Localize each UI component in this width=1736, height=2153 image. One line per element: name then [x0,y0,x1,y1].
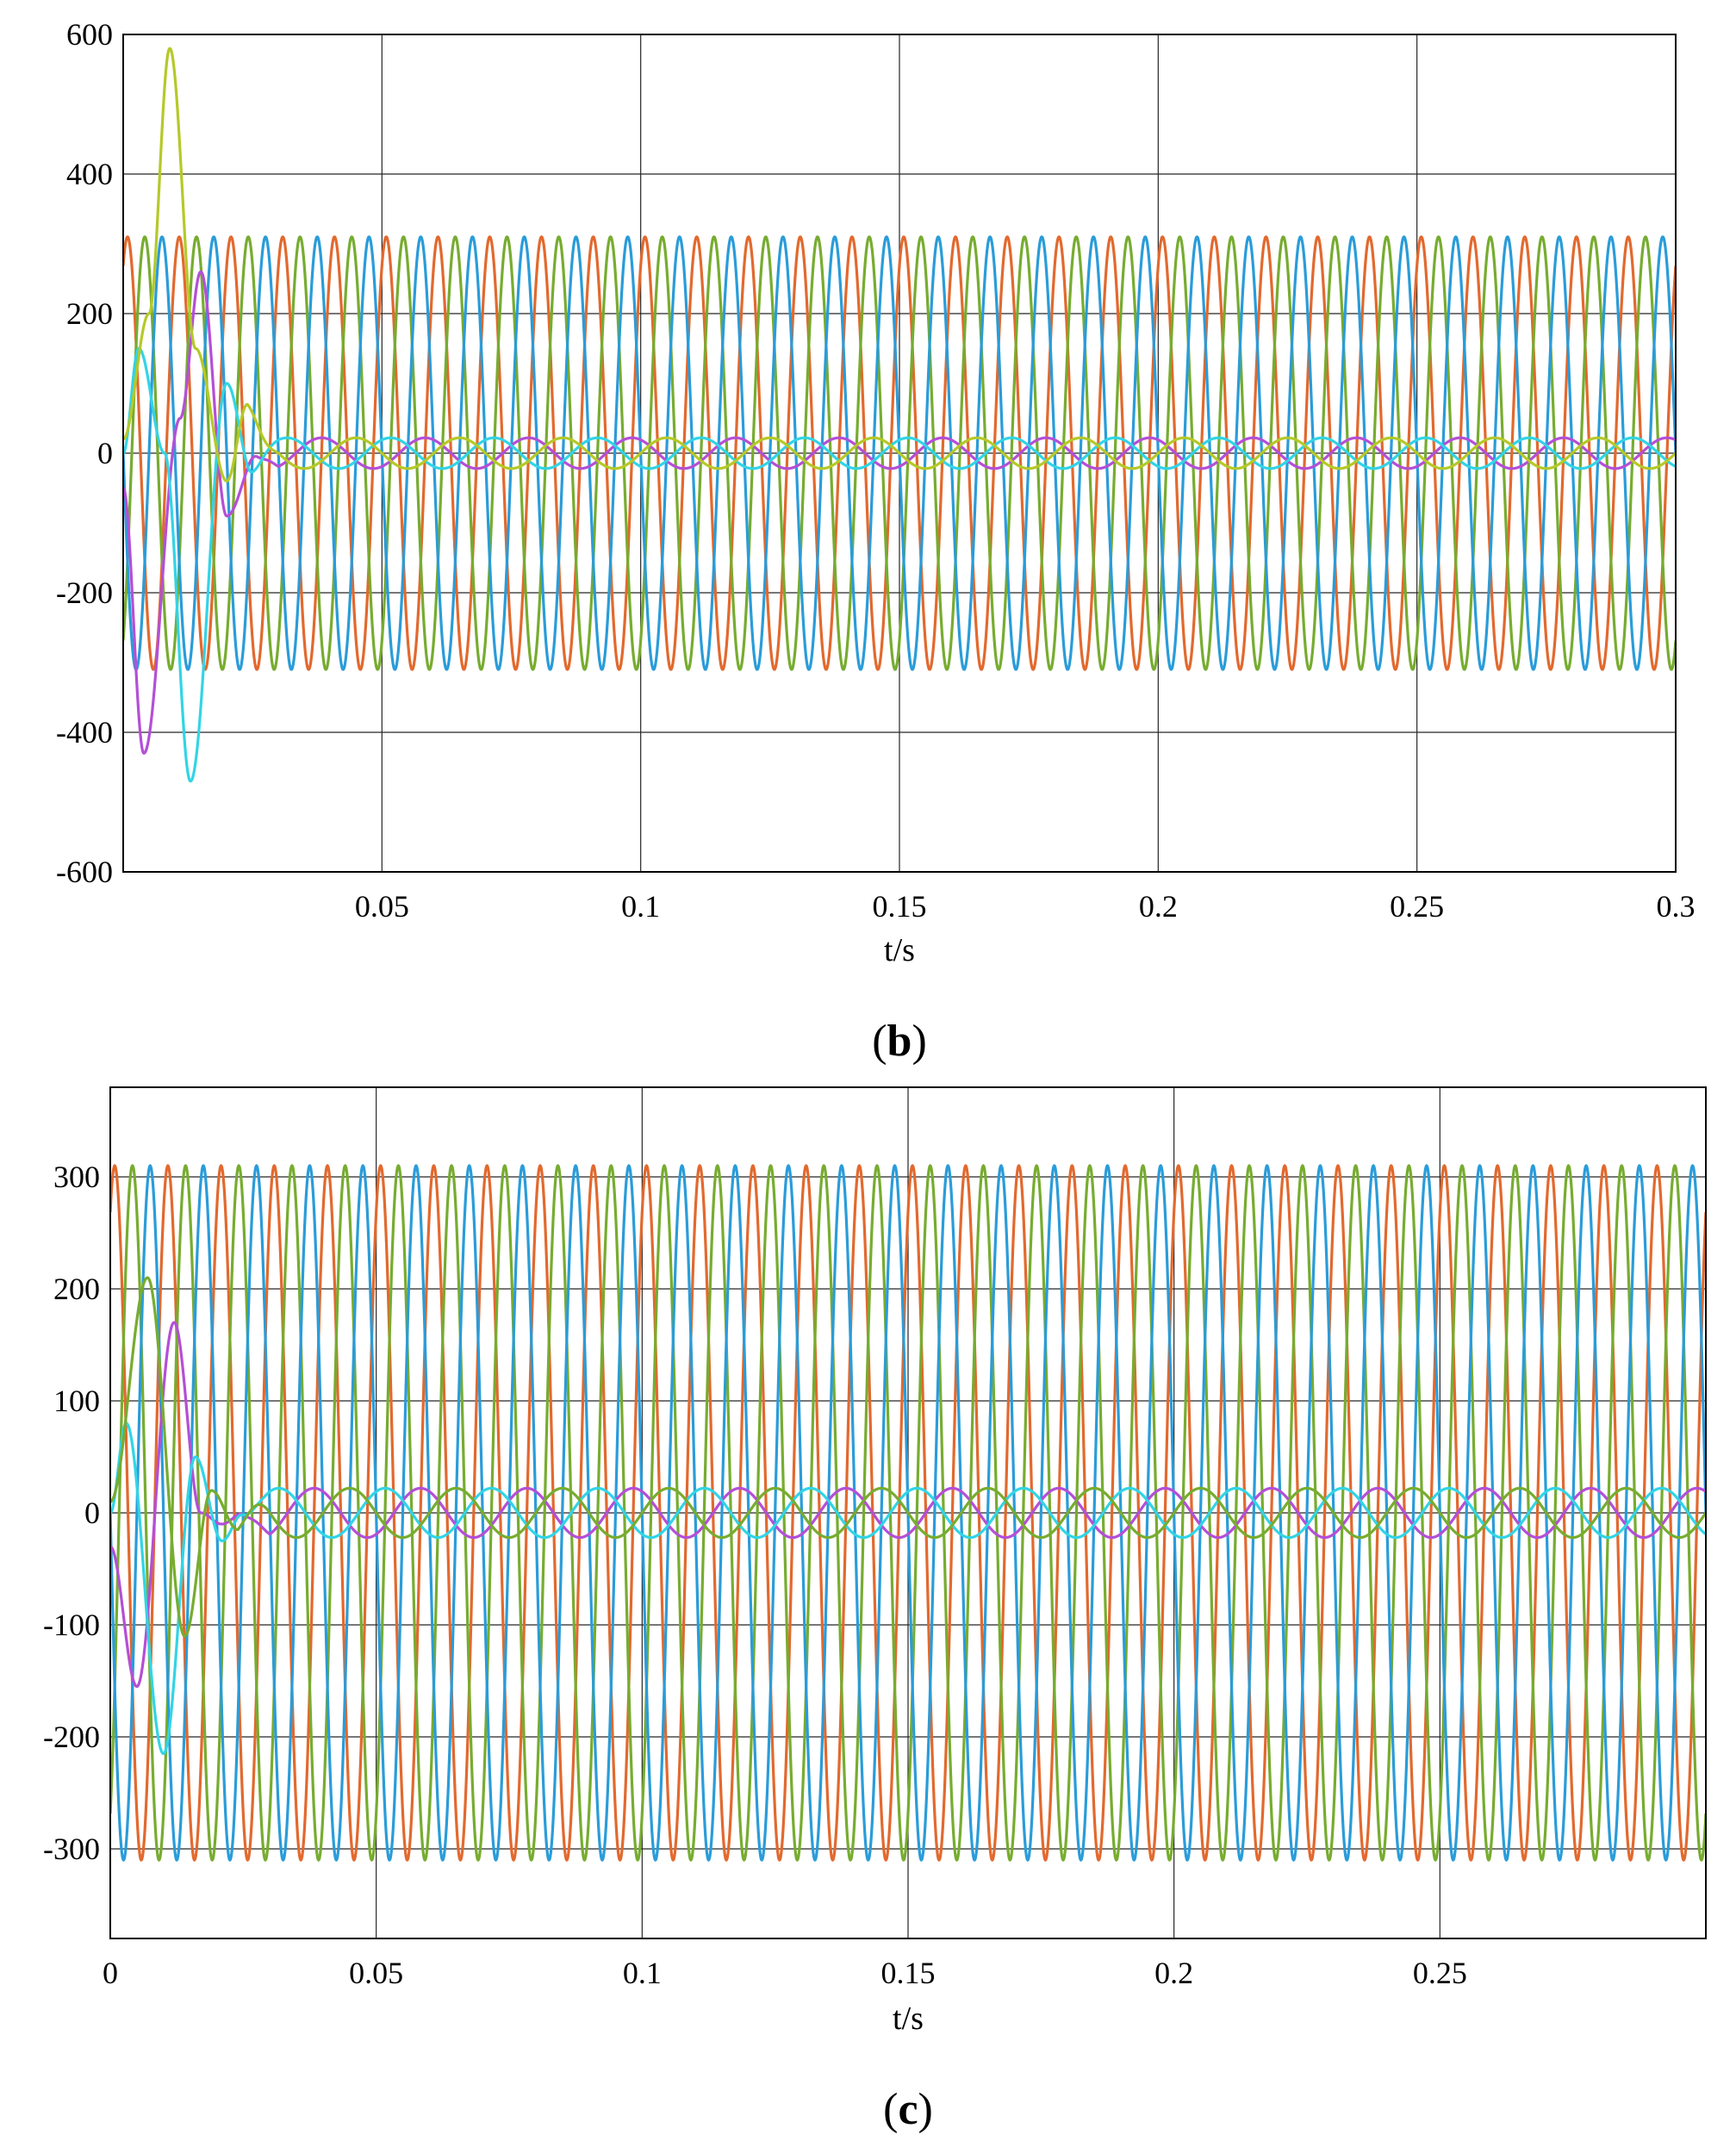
x-tick-label: 0 [103,1956,118,1990]
y-tick-label: -400 [56,715,113,750]
series-line-6 [123,47,1676,482]
y-tick-label: 200 [53,1272,100,1306]
y-tick-label: -200 [43,1720,100,1754]
series-line-2 [123,235,1676,671]
series-line-6 [110,1276,1706,1638]
chart-panel-c: 0 0.05 0.1 0.15 0.2 0.25 300 200 100 0 -100 -200 -30… [43,1086,1707,2134]
x-tick-label: 0.15 [881,1956,936,1990]
series-line-1 [123,235,1676,671]
y-tick-label: 0 [84,1496,100,1530]
x-axis-label: t/s [884,932,915,968]
x-tick-label: 0.1 [621,889,660,924]
x-axis-label: t/s [893,2001,924,2037]
series-line-5 [123,346,1676,783]
panel-caption: (b) [872,1017,927,1066]
tick-labels: 0 0.05 0.1 0.15 0.2 0.25 300 200 100 0 -100 -200 -30… [43,1160,1467,1990]
y-tick-label: -300 [43,1832,100,1866]
tick-labels: 0.05 0.1 0.15 0.2 0.25 0.3 600 400 200 0 -200 -400 -… [56,17,1696,924]
plot-frame [122,34,1677,873]
y-tick-label: 600 [66,17,113,52]
x-tick-label: 0.05 [349,1956,403,1990]
y-tick-label: 200 [66,296,113,331]
y-tick-label: -100 [43,1608,100,1642]
series-line-4 [123,270,1676,755]
y-tick-label: -200 [56,576,113,610]
series-line-2 [110,1164,1706,1862]
x-tick-label: 0.2 [1154,1956,1193,1990]
x-tick-label: 0.25 [1390,889,1444,924]
series-line-5 [110,1422,1706,1756]
figure-panels: 0.05 0.1 0.15 0.2 0.25 0.3 600 400 200 0 -200 -400 -… [43,17,1707,2134]
series-line-4 [110,1321,1706,1689]
chart-panel-b: 0.05 0.1 0.15 0.2 0.25 0.3 600 400 200 0 -200 -400 -… [56,17,1696,1066]
series-group [110,1164,1706,1862]
plot-frame [109,1086,1707,1939]
x-tick-label: 0.2 [1139,889,1178,924]
panel-caption: (c) [883,2085,933,2134]
series-group [123,47,1676,783]
y-tick-label: 400 [66,157,113,191]
x-tick-label: 0.05 [355,889,409,924]
y-tick-label: 0 [97,436,113,470]
y-tick-label: -600 [56,855,113,889]
y-tick-label: 100 [53,1384,100,1418]
x-tick-label: 0.3 [1657,889,1696,924]
x-tick-label: 0.15 [873,889,927,924]
x-tick-label: 0.25 [1413,1956,1467,1990]
x-tick-label: 0.1 [623,1956,662,1990]
series-line-1 [110,1164,1706,1862]
y-tick-label: 300 [53,1160,100,1194]
